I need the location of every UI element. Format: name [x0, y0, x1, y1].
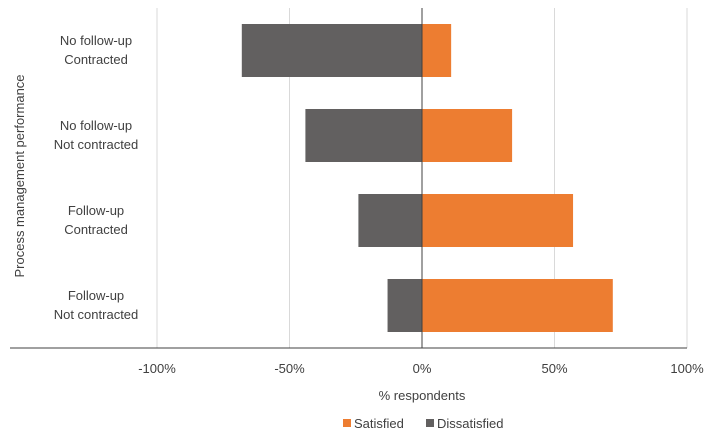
x-tick-label-2: 0% — [413, 361, 432, 376]
x-axis-title: % respondents — [379, 388, 466, 403]
bar-dissatisfied-3 — [387, 279, 422, 332]
category-label-0: No follow-up Contracted — [60, 33, 132, 67]
x-tick-labels: -100% -50% 0% 50% 100% — [138, 361, 704, 376]
bar-satisfied-3 — [422, 279, 613, 332]
bar-dissatisfied-1 — [305, 109, 422, 162]
category-label-line: No follow-up — [60, 118, 132, 133]
legend-label-satisfied: Satisfied — [354, 416, 404, 431]
category-label-line: Follow-up — [68, 288, 124, 303]
category-label-3: Follow-up Not contracted — [54, 288, 139, 322]
legend-label-dissatisfied: Dissatisfied — [437, 416, 503, 431]
category-label-line: Not contracted — [54, 307, 139, 322]
x-tick-label-0: -100% — [138, 361, 176, 376]
category-label-1: No follow-up Not contracted — [54, 118, 139, 152]
category-label-line: No follow-up — [60, 33, 132, 48]
bar-satisfied-0 — [422, 24, 452, 77]
category-label-2: Follow-up Contracted — [64, 203, 128, 237]
bars — [241, 24, 613, 332]
legend-swatch-dissatisfied — [426, 419, 434, 427]
legend: Satisfied Dissatisfied — [343, 416, 503, 431]
y-axis-title: Process management performance — [12, 74, 27, 277]
bar-satisfied-1 — [422, 109, 513, 162]
category-label-line: Contracted — [64, 222, 128, 237]
x-tick-label-1: -50% — [274, 361, 305, 376]
category-label-line: Not contracted — [54, 137, 139, 152]
category-label-line: Contracted — [64, 52, 128, 67]
bar-dissatisfied-0 — [241, 24, 422, 77]
category-labels: No follow-up Contracted No follow-up Not co… — [54, 33, 139, 322]
category-label-line: Follow-up — [68, 203, 124, 218]
bar-satisfied-2 — [422, 194, 574, 247]
x-tick-label-3: 50% — [541, 361, 567, 376]
x-tick-label-4: 100% — [670, 361, 704, 376]
axes — [10, 8, 687, 349]
bar-dissatisfied-2 — [358, 194, 422, 247]
legend-swatch-satisfied — [343, 419, 351, 427]
